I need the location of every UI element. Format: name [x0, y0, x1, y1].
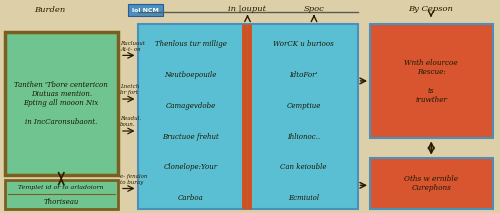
Text: lol NCM: lol NCM — [132, 8, 158, 13]
Text: Tanthen 'Tbore centericon
Diutuas mention.
Epting all mooon Nix

in IncCaronsuba: Tanthen 'Tbore centericon Diutuas mentio… — [14, 81, 108, 126]
Text: Can keiouble: Can keiouble — [280, 163, 327, 171]
FancyBboxPatch shape — [138, 24, 358, 209]
Text: Bructuoe frehut: Bructuoe frehut — [162, 132, 219, 141]
Text: Camagevdobe: Camagevdobe — [166, 102, 216, 110]
FancyBboxPatch shape — [370, 158, 492, 209]
Text: Templet id or to arladoiorn: Templet id or to arladoiorn — [18, 185, 104, 190]
Text: Spoc: Spoc — [304, 4, 324, 13]
Text: in |ouput: in |ouput — [228, 4, 266, 13]
Text: Burden: Burden — [34, 6, 66, 14]
Text: WorCK u burioos: WorCK u burioos — [273, 40, 334, 48]
Text: Rucluout
At-t- on: Rucluout At-t- on — [120, 41, 145, 52]
Text: Lnetch
br fort: Lnetch br fort — [120, 84, 139, 95]
Text: Carboa: Carboa — [178, 194, 204, 202]
Text: Thoriseau: Thoriseau — [44, 199, 79, 206]
FancyBboxPatch shape — [5, 32, 117, 175]
Text: Ihlionoc..: Ihlionoc.. — [287, 132, 320, 141]
Text: Cemptiue: Cemptiue — [286, 102, 320, 110]
Text: Readul.
boun.: Readul. boun. — [120, 116, 141, 127]
Text: Clonelope:Your: Clonelope:Your — [164, 163, 218, 171]
Text: Thenlous tur millige: Thenlous tur millige — [154, 40, 226, 48]
FancyBboxPatch shape — [128, 4, 162, 16]
FancyBboxPatch shape — [370, 24, 492, 138]
Text: Wnth elourcoe
Rescue:

ts
iruwther: Wnth elourcoe Rescue: ts iruwther — [404, 59, 458, 104]
Text: By Cepson: By Cepson — [408, 4, 454, 13]
Text: Ecmiuiol: Ecmiuiol — [288, 194, 319, 202]
Text: e- fenalon
to buray: e- fenalon to buray — [120, 174, 148, 185]
Text: IdtoFor': IdtoFor' — [290, 71, 318, 79]
Text: Oths w ernible
Curephons: Oths w ernible Curephons — [404, 175, 458, 192]
Text: Neutboepouile: Neutboepouile — [164, 71, 216, 79]
FancyBboxPatch shape — [5, 180, 117, 209]
